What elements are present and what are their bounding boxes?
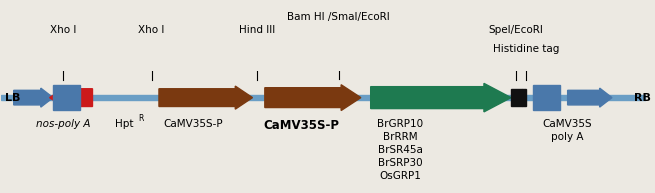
Text: Hpt: Hpt xyxy=(115,119,134,129)
Text: BrGRP10
BrRRM
BrSR45a
BrSRP30
OsGRP1: BrGRP10 BrRRM BrSR45a BrSRP30 OsGRP1 xyxy=(377,119,423,181)
FancyArrow shape xyxy=(14,88,53,107)
Text: Xho I: Xho I xyxy=(50,25,76,35)
FancyArrow shape xyxy=(371,83,511,112)
Text: CaMV35S
poly A: CaMV35S poly A xyxy=(543,119,593,142)
FancyArrow shape xyxy=(50,86,92,109)
Text: Bam HI /SmaI/EcoRI: Bam HI /SmaI/EcoRI xyxy=(288,12,390,22)
Text: nos-poly A: nos-poly A xyxy=(35,119,90,129)
Text: RB: RB xyxy=(634,93,651,103)
Text: CaMV35S-P: CaMV35S-P xyxy=(164,119,223,129)
Bar xyxy=(522,89,526,106)
Text: LB: LB xyxy=(5,93,21,103)
Bar xyxy=(1,95,646,100)
FancyArrow shape xyxy=(265,85,361,111)
FancyArrow shape xyxy=(159,86,253,109)
Text: Histidine tag: Histidine tag xyxy=(493,44,559,54)
Text: SpeI/EcoRI: SpeI/EcoRI xyxy=(489,25,544,35)
Bar xyxy=(511,89,522,106)
Text: Hind III: Hind III xyxy=(239,25,276,35)
Bar xyxy=(533,85,560,110)
FancyArrow shape xyxy=(568,88,612,107)
Text: CaMV35S-P: CaMV35S-P xyxy=(264,119,340,131)
Text: Xho I: Xho I xyxy=(138,25,165,35)
Text: R: R xyxy=(138,114,143,123)
Bar xyxy=(53,85,80,110)
